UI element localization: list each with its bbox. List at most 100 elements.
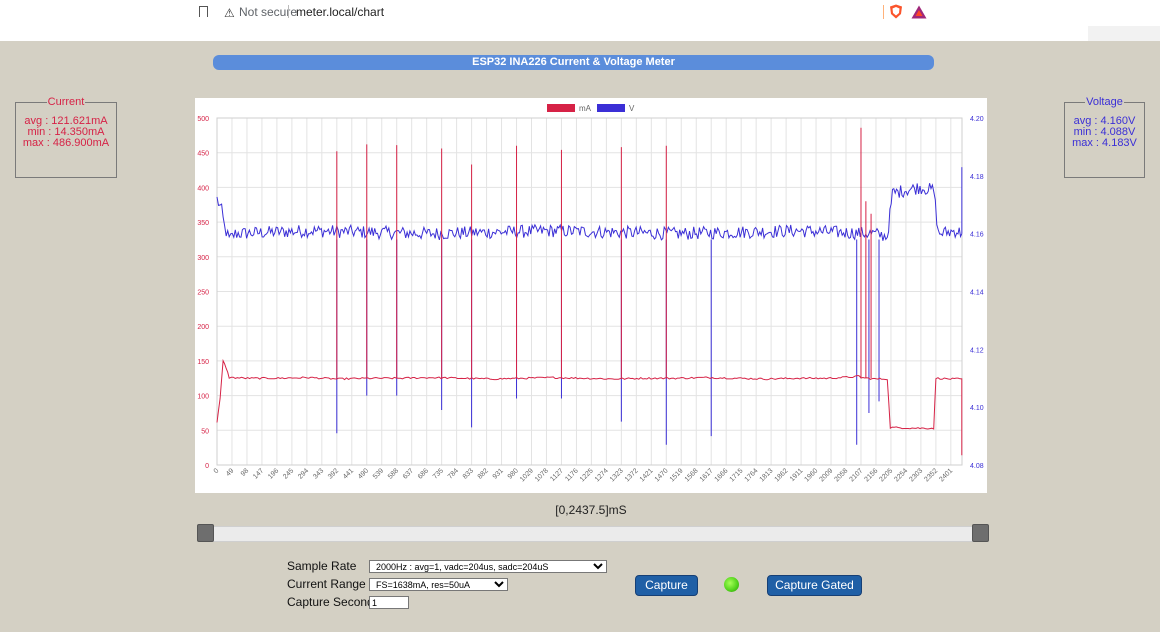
x-tick-label: 49 [225, 467, 236, 478]
y-right-tick-label: 4.10 [970, 405, 984, 412]
x-tick-label: 2009 [818, 467, 834, 483]
brave-shield-icon[interactable] [889, 4, 903, 19]
x-tick-label: 735 [432, 467, 445, 480]
bookmark-icon[interactable] [199, 6, 208, 17]
x-tick-label: 2303 [908, 467, 924, 483]
x-tick-label: 294 [297, 467, 310, 480]
current-voltage-chart[interactable]: 0 49 98 147 196 245 294 343 392 441 490 539 588 637 68… [195, 98, 987, 493]
x-tick-label: 1813 [759, 467, 775, 483]
x-tick-label: 1176 [564, 467, 580, 483]
browser-toolbar: ⚠ Not secure meter.local/chart [0, 0, 1160, 26]
legend-swatch-v [597, 104, 625, 112]
brave-rewards-icon[interactable] [911, 5, 927, 19]
security-status[interactable]: Not secure [239, 5, 298, 19]
x-tick-label: 490 [357, 467, 370, 480]
voltage-avg: avg : 4.160V [1073, 115, 1136, 127]
x-tick-label: 1421 [639, 467, 655, 483]
x-tick-label: 637 [402, 467, 415, 480]
y-left-tick-label: 250 [197, 290, 209, 297]
x-tick-label: 0 [213, 467, 221, 475]
x-tick-label: 2107 [848, 467, 864, 483]
x-tick-label: 539 [372, 467, 385, 480]
plot-frame [216, 117, 963, 466]
x-tick-label: 1372 [624, 467, 640, 483]
y-left-tick-label: 500 [197, 116, 209, 123]
current-min: min : 14.350mA [27, 126, 105, 138]
x-tick-label: 882 [477, 467, 490, 480]
x-tick-label: 2205 [878, 467, 894, 483]
y-left-tick-label: 100 [197, 394, 209, 401]
x-tick-label: 1470 [654, 467, 670, 483]
x-tick-label: 1029 [519, 467, 535, 483]
sample-rate-select[interactable]: 2000Hz : avg=1, vadc=204us, sadc=204uS [369, 560, 607, 573]
y-left-tick-label: 200 [197, 324, 209, 331]
status-led-icon [724, 577, 739, 592]
legend-label-v: V [629, 104, 635, 113]
x-tick-label: 2401 [938, 467, 954, 483]
current-max: max : 486.900mA [22, 137, 110, 149]
current-range-select[interactable]: FS=1638mA, res=50uA [369, 578, 508, 591]
y-right-tick-label: 4.20 [970, 116, 984, 123]
y-right-tick-label: 4.14 [970, 290, 984, 297]
slider-handle-left[interactable] [197, 524, 214, 542]
x-tick-label: 147 [252, 467, 265, 480]
legend-swatch-ma [547, 104, 575, 112]
x-tick-label: 245 [282, 467, 295, 480]
y-left-tick-label: 350 [197, 220, 209, 227]
current-legend: Current [47, 96, 85, 108]
y-right-tick-label: 4.12 [970, 347, 984, 354]
y-left-tick-label: 0 [205, 463, 209, 470]
series-line-voltage [216, 183, 963, 241]
voltage-max: max : 4.183V [1072, 137, 1137, 149]
current-avg: avg : 121.621mA [24, 115, 108, 127]
warning-triangle-icon: ⚠ [224, 6, 235, 20]
legend-label-ma: mA [579, 104, 592, 113]
capture-button[interactable]: Capture [635, 575, 698, 596]
x-tick-label: 1225 [579, 467, 595, 483]
x-tick-label: 1078 [534, 467, 550, 483]
x-tick-label: 784 [447, 467, 460, 480]
y-left-tick-label: 450 [197, 151, 209, 158]
y-right-tick-label: 4.16 [970, 232, 984, 239]
x-tick-label: 1911 [789, 467, 805, 483]
x-tick-label: 1274 [594, 467, 610, 483]
x-tick-label: 1519 [669, 467, 685, 483]
series-line-current [216, 358, 963, 456]
x-tick-label: 588 [387, 467, 400, 480]
x-tick-label: 343 [312, 467, 325, 480]
y-left-tick-label: 50 [201, 428, 209, 435]
divider [883, 5, 884, 19]
y-left-tick-label: 150 [197, 359, 209, 366]
x-tick-label: 441 [342, 467, 355, 480]
capture-seconds-input[interactable] [369, 596, 409, 609]
browser-strip [0, 26, 1088, 41]
x-tick-label: 931 [492, 467, 505, 480]
x-tick-label: 392 [327, 467, 340, 480]
x-tick-label: 2058 [833, 467, 849, 483]
x-tick-label: 1617 [699, 467, 715, 483]
address-bar[interactable]: meter.local/chart [296, 5, 385, 19]
capture-seconds-label: Capture Seconds [287, 595, 380, 609]
x-tick-label: 2156 [863, 467, 879, 483]
current-stats-panel: Current avg : 121.621mA min : 14.350mA m… [15, 97, 117, 178]
x-tick-label: 98 [240, 467, 251, 478]
x-tick-label: 1715 [729, 467, 745, 483]
y-left-tick-label: 300 [197, 255, 209, 262]
x-tick-label: 686 [417, 467, 430, 480]
sample-rate-label: Sample Rate [287, 559, 357, 573]
x-tick-label: 1862 [774, 467, 790, 483]
voltage-min: min : 4.088V [1073, 126, 1136, 138]
capture-gated-button[interactable]: Capture Gated [767, 575, 862, 596]
current-range-label: Current Range [287, 577, 366, 591]
divider [288, 5, 289, 18]
chart-container: 0 49 98 147 196 245 294 343 392 441 490 539 588 637 68… [195, 98, 987, 493]
time-range-label: [0,2437.5]mS [555, 503, 627, 517]
x-tick-label: 833 [462, 467, 475, 480]
x-tick-label: 1127 [549, 467, 565, 483]
chart-legend: mA V [547, 104, 635, 113]
slider-handle-right[interactable] [972, 524, 989, 542]
voltage-legend: Voltage [1086, 96, 1123, 108]
x-tick-label: 1568 [684, 467, 700, 483]
time-range-slider[interactable] [205, 526, 984, 542]
y-right-tick-label: 4.18 [970, 174, 984, 181]
